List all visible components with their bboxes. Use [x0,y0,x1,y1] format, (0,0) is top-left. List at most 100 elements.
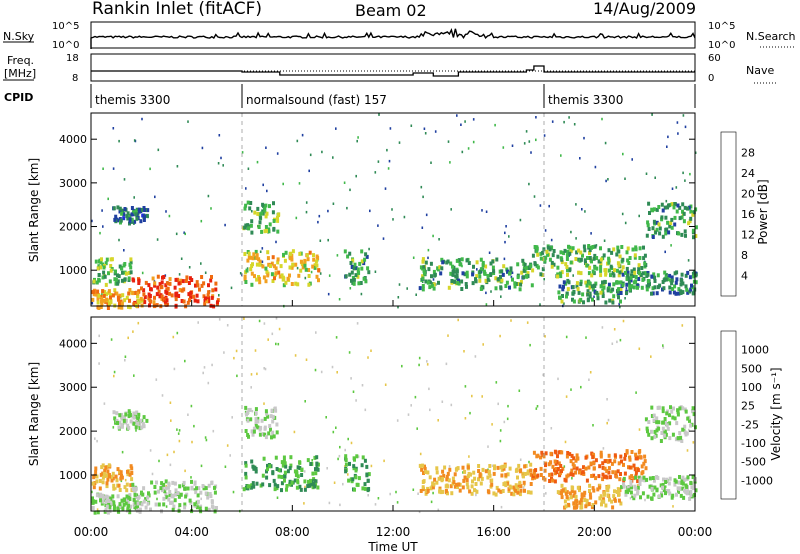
echo-cell [432,269,436,274]
echo-cell [551,120,554,123]
echo-cell [303,470,306,473]
echo-cell [516,262,520,267]
echo-cell [664,491,667,496]
echo-cell [207,283,210,288]
echo-cell [348,351,351,354]
x-tick-label: 16:00 [476,525,511,539]
echo-cell [250,483,254,488]
echo-cell [304,267,308,272]
echo-cell [361,486,365,491]
echo-cell [510,275,513,279]
echo-cell [194,490,198,495]
echo-cell [121,450,124,454]
echo-cell [568,116,570,119]
echo-cell [536,473,540,478]
echo-cell [263,402,265,405]
echo-cell [95,493,99,498]
echo-cell [289,251,293,256]
echo-cell [607,418,610,422]
echo-cell [468,489,472,494]
echo-cell [550,472,554,477]
echo-cell [634,245,638,250]
echo-cell [153,485,157,489]
echo-cell [579,271,583,276]
echo-cell [352,390,355,393]
echo-cell [539,251,543,256]
freq-panel: Freq. [MHz] 18 8 60 0 Nave [3,53,778,84]
echo-cell [694,488,698,493]
echo-cell [339,503,341,507]
echo-cell [479,267,483,272]
echo-cell [487,490,491,495]
echo-cell [655,291,659,296]
echo-cell [668,224,672,229]
echo-cell [611,505,615,510]
echo-cell [662,477,665,482]
echo-cell [586,298,590,303]
echo-cell [261,202,265,207]
echo-cell [255,262,259,267]
echo-cell [298,466,302,470]
echo-cell [92,279,96,284]
echo-cell [133,219,137,224]
echo-cell [683,477,687,482]
echo-cell [178,288,182,292]
echo-cell [646,429,649,434]
echo-cell [131,210,135,215]
echo-cell [296,480,300,485]
echo-cell [125,295,129,300]
echo-cell [467,147,470,150]
echo-cell [424,260,428,265]
echo-cell [98,362,100,365]
echo-cell [583,498,587,502]
echo-cell [603,268,607,273]
echo-cell [145,213,149,218]
echo-cell [479,481,483,486]
echo-cell [116,295,120,300]
echo-cell [617,249,621,254]
echo-cell [608,458,612,463]
echo-cell [529,462,533,467]
echo-cell [692,486,695,491]
echo-cell [250,459,254,464]
echo-cell [213,490,217,495]
echo-cell [118,502,122,507]
echo-cell [641,271,645,276]
echo-cell [137,416,140,421]
echo-cell [420,467,424,472]
echo-cell [584,455,588,460]
echo-cell [691,409,694,414]
echo-cell [207,299,211,304]
echo-cell [276,229,280,234]
echo-cell [121,293,125,298]
echo-cell [422,268,426,273]
echo-cell [444,488,448,493]
echo-cell [374,270,377,273]
echo-cell [617,273,621,278]
echo-cell [128,262,132,267]
echo-cell [672,505,674,508]
echo-cell [666,145,668,148]
echo-cell [337,457,339,461]
echo-cell [118,264,122,269]
echo-cell [421,259,425,264]
echo-cell [655,487,659,492]
echo-cell [643,478,647,483]
echo-cell [529,263,533,268]
echo-cell [666,426,670,431]
echo-cell [165,210,167,213]
echo-cell [276,218,280,223]
echo-cell [692,279,696,284]
echo-cell [264,409,268,414]
echo-cell [655,207,659,212]
echo-cell [450,208,452,211]
echo-cell [107,271,110,276]
echo-cell [664,273,668,278]
echo-cell [483,271,487,276]
echo-cell [133,503,137,508]
echo-cell [361,384,364,387]
date-label: 14/Aug/2009 [593,0,696,18]
echo-cell [630,474,634,479]
echo-cell [398,141,401,144]
echo-cell [667,230,671,235]
